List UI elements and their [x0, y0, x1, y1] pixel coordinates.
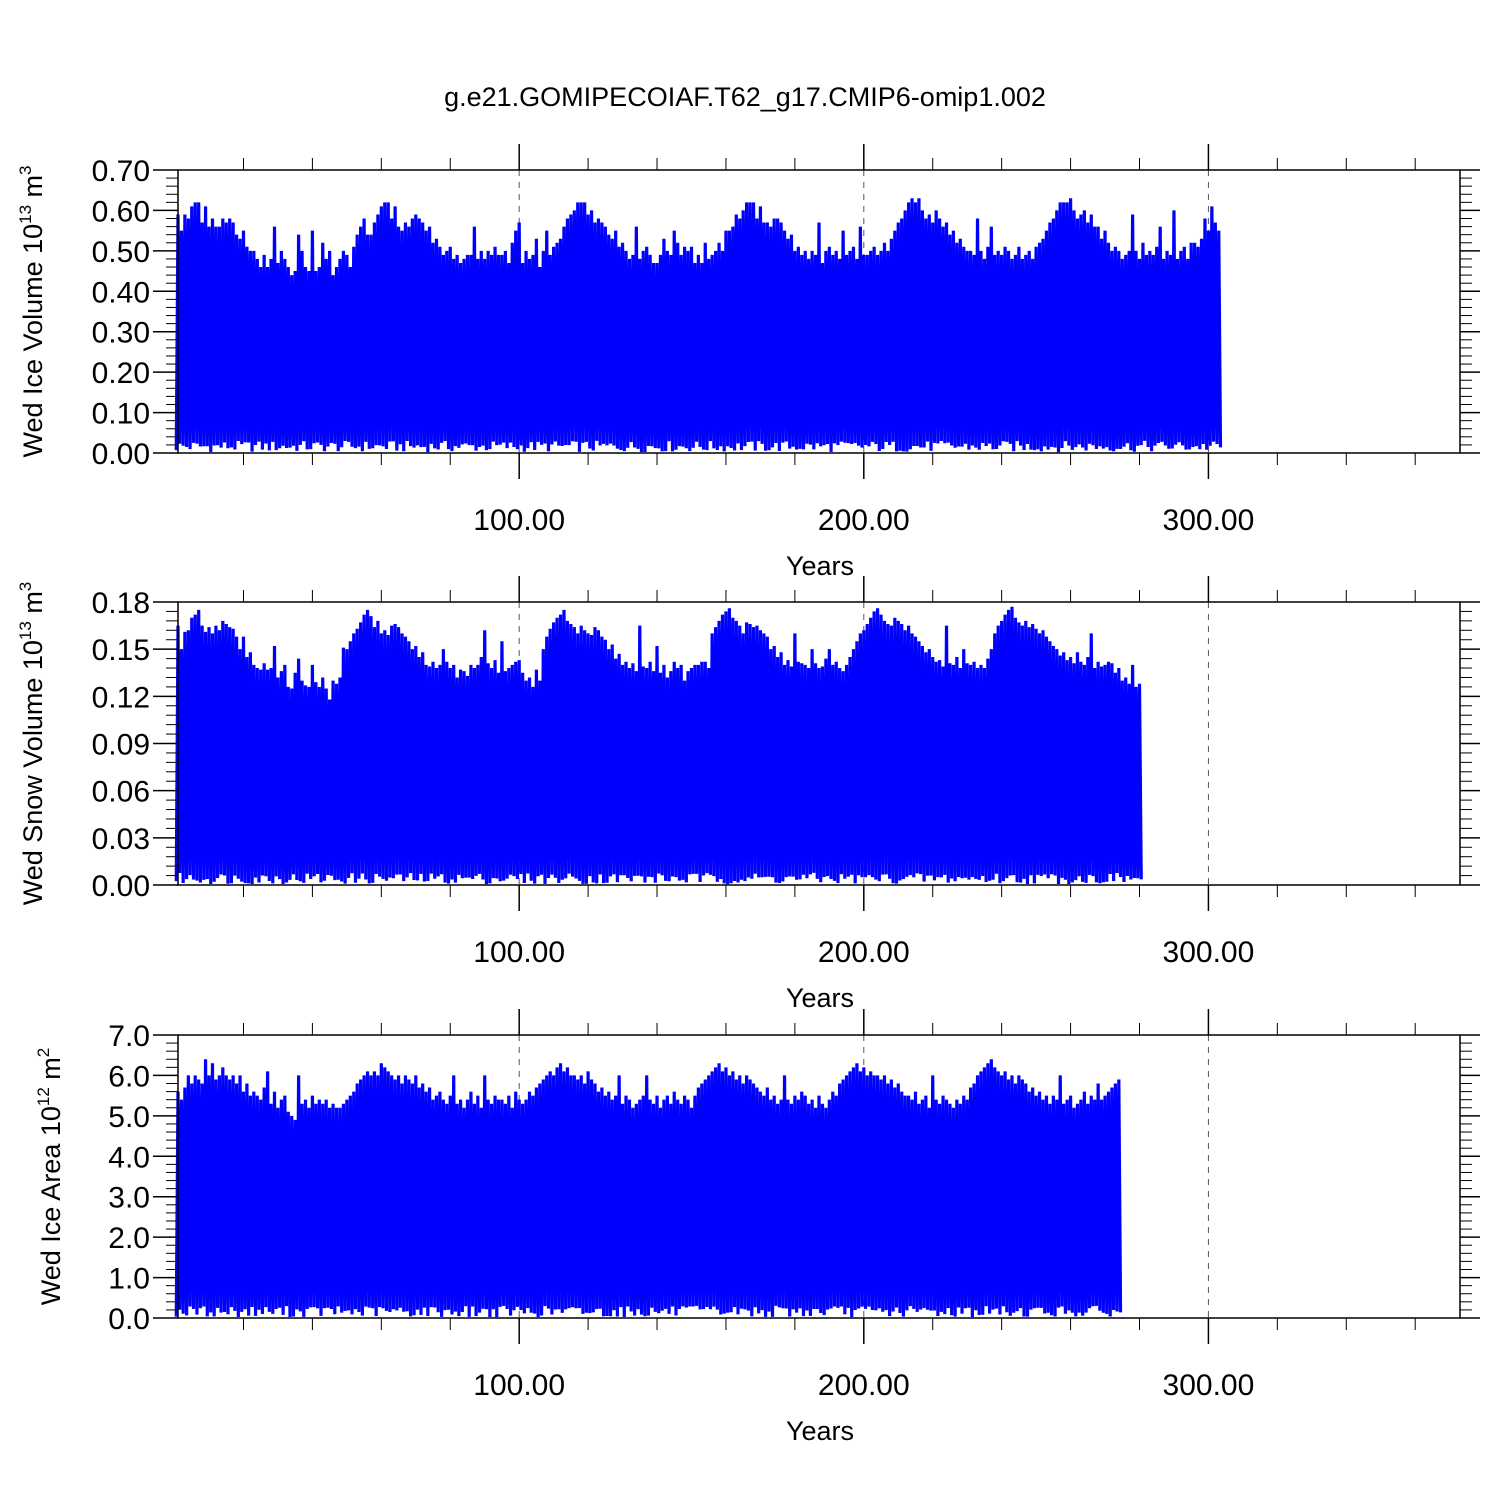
- y-tick-label: 0.15: [92, 634, 150, 667]
- y-tick-label: 4.0: [108, 1141, 150, 1174]
- x-tick-label: 100.00: [473, 936, 565, 969]
- y-tick-label: 0.03: [92, 823, 150, 856]
- y-tick-label: 0.30: [92, 317, 150, 350]
- y-tick-label: 0.60: [92, 195, 150, 228]
- x-tick-label: 300.00: [1163, 504, 1255, 537]
- y-axis-label: Wed Snow Volume 1013 m3: [16, 582, 48, 906]
- x-tick-label: 200.00: [818, 936, 910, 969]
- y-tick-label: 0.50: [92, 236, 150, 269]
- x-axis-label: Years: [786, 551, 854, 581]
- x-tick-label: 300.00: [1163, 1369, 1255, 1402]
- y-tick-label: 3.0: [108, 1182, 150, 1215]
- x-tick-label: 100.00: [473, 1369, 565, 1402]
- y-axis-label: Wed Ice Area 1012 m2: [34, 1048, 66, 1306]
- y-axis-label: Wed Ice Volume 1013 m3: [16, 165, 48, 457]
- y-tick-label: 0.12: [92, 681, 150, 714]
- x-tick-label: 200.00: [818, 1369, 910, 1402]
- y-tick-label: 1.0: [108, 1263, 150, 1296]
- y-tick-label: 0.09: [92, 729, 150, 762]
- y-tick-label: 0.06: [92, 776, 150, 809]
- panel-2: 0.00 0.03 0.06 0.09 0.12 0.15 0.18 100.00 200.00…: [16, 576, 1480, 1013]
- y-tick-label: 0.70: [92, 155, 150, 188]
- y-tick-label: 6.0: [108, 1060, 150, 1093]
- y-tick-label: 0.20: [92, 357, 150, 390]
- y-tick-label: 5.0: [108, 1101, 150, 1134]
- data-series-line: [174, 1059, 1123, 1318]
- y-tick-label: 0.40: [92, 276, 150, 309]
- y-tick-label: 0.0: [108, 1303, 150, 1336]
- plot-frame: [177, 1034, 1461, 1319]
- panel-1: 0.00 0.10 0.20 0.30 0.40 0.50 0.60 0.70 100.00 20…: [16, 144, 1480, 581]
- figure-title: g.e21.GOMIPECOIAF.T62_g17.CMIP6-omip1.00…: [444, 82, 1046, 112]
- x-tick-label: 200.00: [818, 504, 910, 537]
- plot-frame: [177, 169, 1461, 454]
- x-axis-label: Years: [786, 1416, 854, 1446]
- y-tick-label: 2.0: [108, 1222, 150, 1255]
- x-axis-label: Years: [786, 983, 854, 1013]
- panel-3: 0.0 1.0 2.0 3.0 4.0 5.0 6.0 7.0 100.00 200.00 300.…: [34, 1009, 1480, 1446]
- data-series-line: [174, 198, 1223, 453]
- x-tick-label: 100.00: [473, 504, 565, 537]
- panels: 0.00 0.10 0.20 0.30 0.40 0.50 0.60 0.70 100.00 20…: [16, 144, 1480, 1446]
- x-tick-label: 300.00: [1163, 936, 1255, 969]
- y-tick-label: 0.00: [92, 438, 150, 471]
- y-tick-label: 0.18: [92, 587, 150, 620]
- y-tick-label: 0.00: [92, 870, 150, 903]
- y-tick-label: 7.0: [108, 1020, 150, 1053]
- y-tick-label: 0.10: [92, 398, 150, 431]
- data-series-line: [174, 606, 1143, 885]
